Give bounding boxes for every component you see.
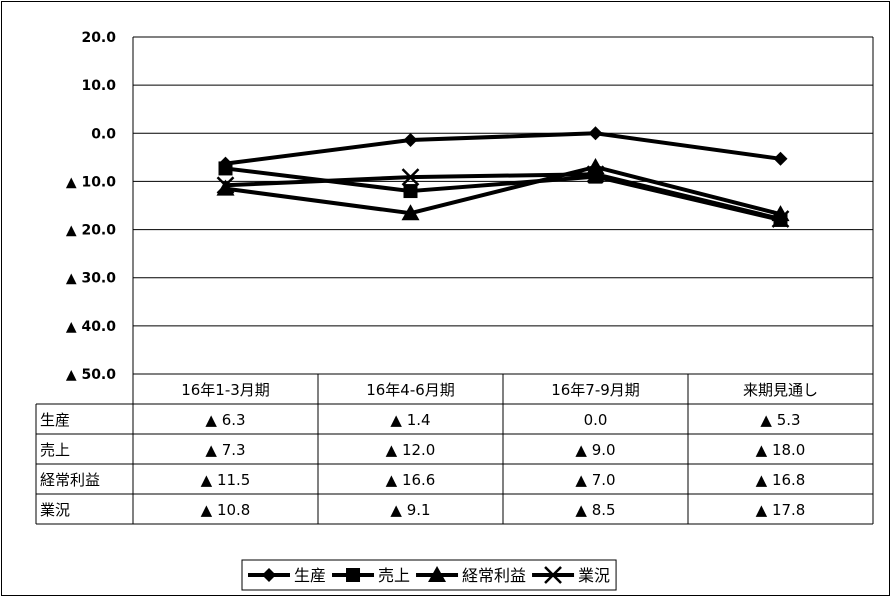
data-point — [216, 179, 235, 196]
data-point — [401, 168, 420, 186]
data-point — [586, 165, 605, 184]
data-point — [216, 176, 235, 195]
legend-label: 売上 — [378, 566, 410, 585]
data-label: ▲ 7.3 — [205, 441, 245, 459]
series-line-1 — [225, 131, 781, 166]
category-label: 16年1-3月期 — [181, 381, 270, 399]
table-row-label: 生産 — [40, 411, 70, 429]
y-tick-label: ▲ 50.0 — [66, 367, 116, 383]
legend-label: 業況 — [578, 566, 610, 585]
data-label: ▲ 16.8 — [756, 471, 806, 489]
data-label: ▲ 8.5 — [575, 501, 615, 519]
legend-marker — [262, 568, 276, 582]
data-label: ▲ 9.1 — [390, 501, 430, 519]
category-label: 16年4-6月期 — [366, 381, 455, 399]
data-point — [401, 204, 420, 221]
legend-marker — [346, 568, 361, 582]
data-label: ▲ 7.0 — [575, 471, 615, 489]
table-row-label: 売上 — [40, 441, 70, 459]
legend-marker — [428, 566, 447, 582]
y-tick-label: ▲ 30.0 — [66, 271, 116, 287]
data-point — [773, 151, 788, 166]
data-label: ▲ 17.8 — [756, 501, 806, 519]
table-row-label: 業況 — [40, 501, 70, 519]
y-tick-label: 20.0 — [81, 30, 116, 46]
data-label: 0.0 — [584, 411, 608, 429]
y-tick-label: ▲ 40.0 — [66, 319, 116, 335]
legend-marker — [544, 566, 562, 584]
data-point — [771, 210, 790, 228]
data-label: ▲ 1.4 — [390, 411, 430, 429]
series-line-4 — [225, 172, 781, 221]
data-point — [403, 133, 418, 148]
data-point — [403, 184, 418, 199]
data-label: ▲ 18.0 — [756, 441, 806, 459]
y-tick-label: 0.0 — [91, 126, 116, 142]
data-label: ▲ 9.0 — [575, 441, 615, 459]
data-point — [586, 157, 605, 174]
table-row-label: 経常利益 — [40, 471, 100, 489]
y-tick-label: 10.0 — [81, 78, 116, 94]
y-tick-label: ▲ 20.0 — [66, 223, 116, 239]
data-label: ▲ 6.3 — [205, 411, 245, 429]
data-label: ▲ 16.6 — [386, 471, 436, 489]
data-label: ▲ 5.3 — [760, 411, 800, 429]
category-label: 16年7-9月期 — [551, 381, 640, 399]
data-label: ▲ 10.8 — [201, 501, 251, 519]
category-label: 来期見通し — [743, 381, 818, 399]
data-label: ▲ 11.5 — [201, 471, 251, 489]
series-line-3 — [225, 164, 781, 217]
legend-label: 経常利益 — [462, 566, 526, 585]
data-point — [218, 161, 233, 176]
data-point — [588, 126, 603, 141]
y-tick-label: ▲ 10.0 — [66, 174, 116, 190]
data-label: ▲ 12.0 — [386, 441, 436, 459]
legend-label: 生産 — [294, 566, 326, 585]
